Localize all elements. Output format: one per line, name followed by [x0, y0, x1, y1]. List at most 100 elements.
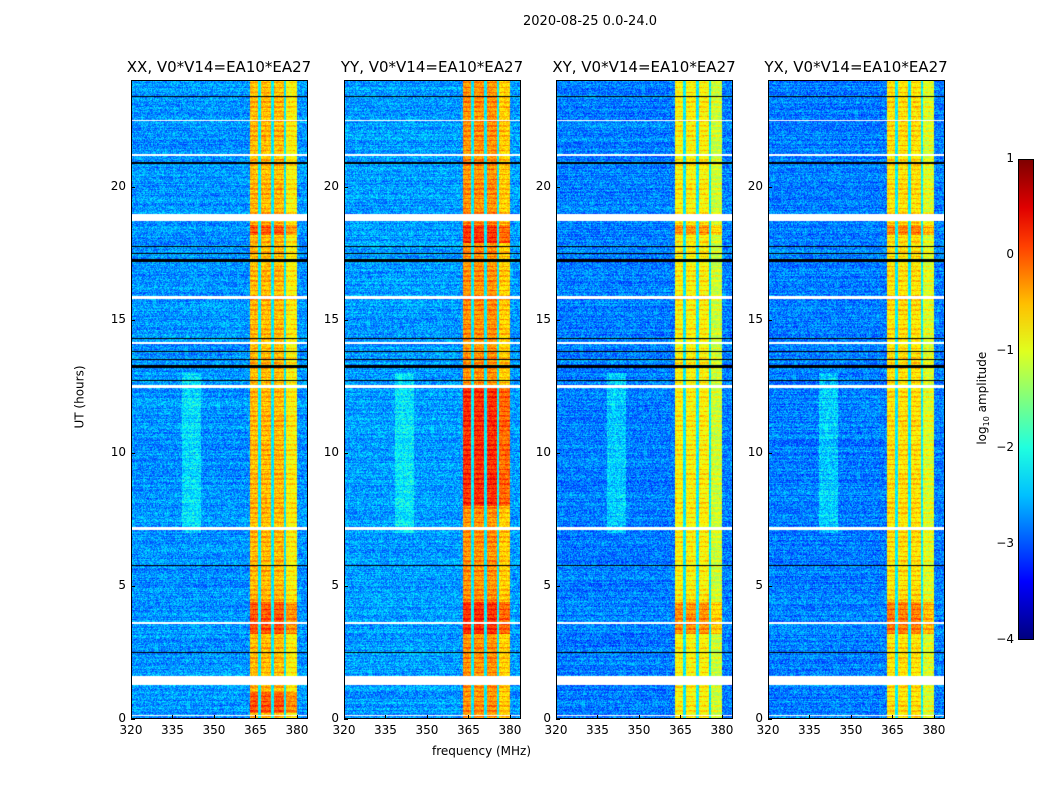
- y-tick-label: 10: [535, 444, 551, 459]
- x-tick-mark: [597, 715, 599, 719]
- x-tick-mark: [933, 715, 935, 719]
- y-tick-mark: [768, 186, 772, 188]
- x-tick-mark: [892, 715, 894, 719]
- heatmap-image: [769, 81, 944, 718]
- y-tick-label: 0: [118, 711, 126, 725]
- y-tick-mark: [768, 719, 772, 720]
- y-tick-mark: [768, 452, 772, 454]
- x-tick-label: 365: [669, 723, 692, 737]
- y-tick-label: 10: [323, 444, 339, 459]
- x-tick-label: 320: [332, 723, 356, 737]
- x-tick-mark: [638, 715, 640, 719]
- colorbar-tick-label: 0: [1006, 247, 1014, 262]
- panel-title: XY, V0*V14=EA10*EA27: [552, 58, 736, 76]
- y-tick-mark: [131, 719, 135, 720]
- x-tick-mark: [131, 715, 132, 719]
- x-tick-label: 350: [202, 723, 226, 737]
- y-tick-label: 5: [118, 577, 126, 592]
- heatmap-panel-1: [344, 80, 521, 719]
- x-tick-label: 320: [756, 723, 780, 737]
- colorbar-tick-label: 1: [1006, 151, 1014, 165]
- x-tick-mark: [768, 715, 769, 719]
- colorbar-tick-label: −4: [996, 632, 1014, 646]
- x-tick-mark: [850, 715, 852, 719]
- y-tick-label: 15: [535, 311, 551, 326]
- y-tick-mark: [556, 719, 560, 720]
- x-tick-label: 380: [922, 723, 946, 737]
- x-tick-mark: [468, 715, 470, 719]
- colorbar-tick-label: −2: [996, 439, 1014, 454]
- y-axis-label: UT (hours): [72, 365, 87, 429]
- heatmap-image: [557, 81, 732, 718]
- y-tick-label: 5: [543, 577, 551, 592]
- y-tick-mark: [131, 452, 135, 454]
- y-tick-label: 15: [110, 311, 126, 326]
- x-tick-label: 350: [627, 723, 651, 737]
- heatmap-panel-0: [131, 80, 308, 719]
- y-tick-mark: [344, 452, 348, 454]
- heatmap-image: [345, 81, 520, 718]
- x-tick-label: 335: [374, 723, 397, 737]
- y-tick-label: 10: [747, 444, 763, 459]
- x-tick-mark: [556, 715, 557, 719]
- y-tick-mark: [344, 186, 348, 188]
- x-tick-label: 350: [839, 723, 863, 737]
- x-tick-mark: [172, 715, 174, 719]
- x-tick-mark: [255, 715, 257, 719]
- x-tick-label: 335: [161, 723, 184, 737]
- y-tick-label: 0: [543, 711, 551, 725]
- y-tick-mark: [556, 186, 560, 188]
- heatmap-panel-3: [768, 80, 945, 719]
- x-tick-mark: [809, 715, 811, 719]
- y-tick-label: 0: [755, 711, 763, 725]
- y-tick-mark: [131, 319, 135, 321]
- x-tick-label: 335: [586, 723, 609, 737]
- heatmap-panel-2: [556, 80, 733, 719]
- y-tick-label: 20: [747, 178, 763, 193]
- colorbar-tick-label: −1: [996, 343, 1014, 358]
- y-tick-mark: [556, 319, 560, 321]
- y-tick-label: 10: [110, 444, 126, 459]
- x-axis-label: frequency (MHz): [432, 744, 532, 758]
- x-tick-label: 380: [710, 723, 734, 737]
- x-tick-label: 380: [285, 723, 309, 737]
- y-tick-mark: [344, 719, 348, 720]
- x-tick-mark: [344, 715, 345, 719]
- heatmap-image: [132, 81, 307, 718]
- figure-title: 2020-08-25 0.0-24.0: [523, 14, 657, 29]
- y-tick-label: 5: [755, 577, 763, 592]
- y-tick-label: 20: [323, 178, 339, 193]
- colorbar-label: log10 amplitude: [974, 351, 992, 445]
- x-tick-label: 365: [244, 723, 267, 737]
- y-tick-mark: [768, 585, 772, 587]
- y-tick-label: 15: [323, 311, 339, 326]
- x-tick-mark: [509, 715, 511, 719]
- x-tick-mark: [385, 715, 387, 719]
- y-tick-mark: [131, 585, 135, 587]
- panel-title: YY, V0*V14=EA10*EA27: [340, 58, 524, 76]
- x-tick-label: 320: [119, 723, 143, 737]
- y-tick-label: 20: [110, 178, 126, 193]
- x-tick-label: 365: [457, 723, 480, 737]
- panel-title: XX, V0*V14=EA10*EA27: [126, 58, 312, 76]
- y-tick-label: 0: [331, 711, 339, 725]
- x-tick-label: 320: [544, 723, 568, 737]
- y-tick-label: 5: [331, 577, 339, 592]
- x-tick-label: 350: [415, 723, 439, 737]
- x-tick-label: 365: [881, 723, 904, 737]
- x-tick-mark: [721, 715, 723, 719]
- x-tick-label: 335: [798, 723, 821, 737]
- x-tick-mark: [213, 715, 215, 719]
- colorbar: [1018, 159, 1034, 640]
- x-tick-mark: [426, 715, 428, 719]
- y-tick-mark: [344, 319, 348, 321]
- y-tick-mark: [344, 585, 348, 587]
- y-tick-mark: [768, 319, 772, 321]
- panel-title: YX, V0*V14=EA10*EA27: [764, 58, 948, 76]
- y-tick-mark: [556, 585, 560, 587]
- x-tick-mark: [296, 715, 298, 719]
- y-tick-mark: [556, 452, 560, 454]
- y-tick-label: 20: [535, 178, 551, 193]
- x-tick-label: 380: [498, 723, 522, 737]
